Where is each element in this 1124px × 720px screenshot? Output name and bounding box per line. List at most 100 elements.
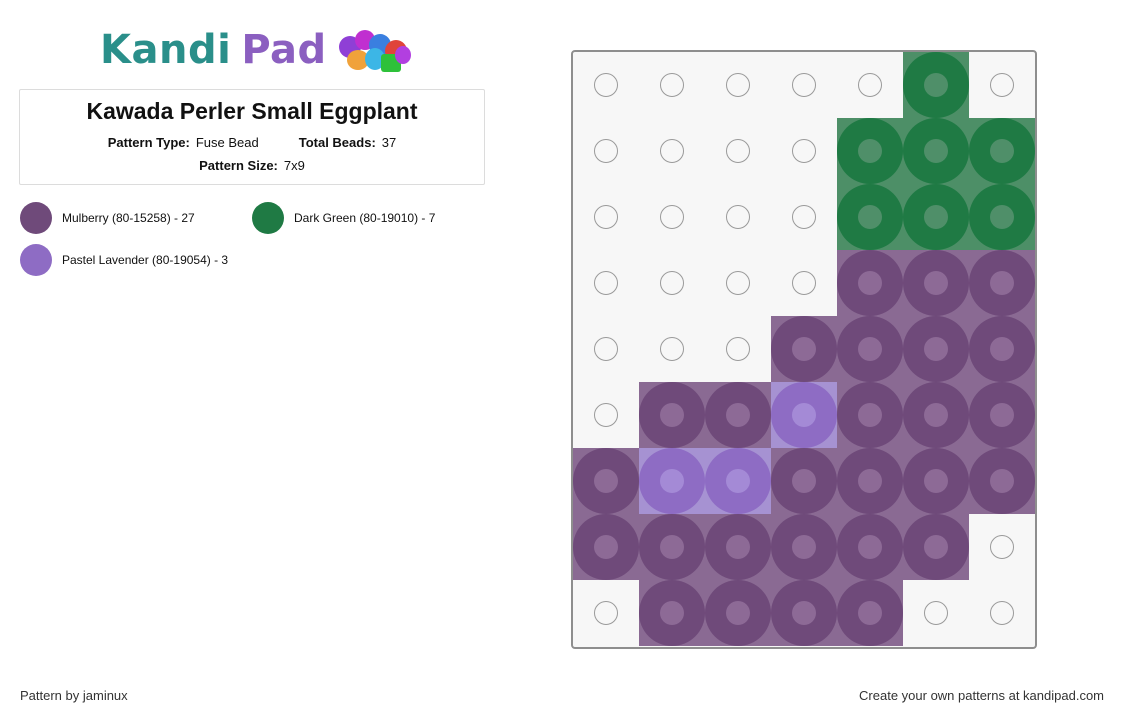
empty-peg [837, 52, 903, 118]
empty-peg [705, 52, 771, 118]
empty-peg [573, 52, 639, 118]
bead-hole [792, 403, 816, 427]
bead-hole [858, 337, 882, 361]
bead-cell [837, 316, 903, 382]
bead-hole [858, 601, 882, 625]
bead-icon [837, 316, 903, 382]
bead-hole [792, 535, 816, 559]
bead-icon [837, 382, 903, 448]
bead-cell [705, 448, 771, 514]
bead-icon [771, 580, 837, 646]
empty-peg [969, 52, 1035, 118]
bead-hole [594, 535, 618, 559]
bead-hole [858, 535, 882, 559]
pattern-meta-row: Pattern Type: Fuse Bead Total Beads: 37 [20, 135, 484, 150]
empty-peg [573, 118, 639, 184]
logo-text-kandi: Kandi [100, 27, 232, 73]
peg-icon [594, 139, 618, 163]
bead-icon [903, 514, 969, 580]
bead-cell [969, 448, 1035, 514]
kandipad-link[interactable]: Create your own patterns at kandipad.com [859, 688, 1104, 703]
bead-hole [660, 535, 684, 559]
bead-cell [771, 448, 837, 514]
bead-hole [990, 205, 1014, 229]
bead-hole [990, 271, 1014, 295]
bead-icon [771, 514, 837, 580]
peg-icon [594, 73, 618, 97]
pattern-type-value: Fuse Bead [195, 135, 259, 150]
bead-cell [639, 580, 705, 646]
bead-icon [837, 250, 903, 316]
bead-hole [726, 601, 750, 625]
bead-cell [969, 316, 1035, 382]
empty-peg [573, 382, 639, 448]
bead-hole [924, 337, 948, 361]
bead-icon [639, 382, 705, 448]
bead-pile-icon [335, 26, 413, 74]
peg-icon [792, 73, 816, 97]
bead-hole [660, 469, 684, 493]
peg-icon [726, 139, 750, 163]
bead-hole [858, 403, 882, 427]
bead-cell [705, 382, 771, 448]
bead-cell [705, 514, 771, 580]
bead-pattern-board [571, 50, 1037, 649]
kandipad-logo[interactable]: Kandi Pad [100, 26, 413, 74]
bead-icon [771, 316, 837, 382]
peg-icon [594, 271, 618, 295]
empty-peg [969, 580, 1035, 646]
pattern-size-label: Pattern Size: [199, 158, 278, 173]
bead-icon [969, 250, 1035, 316]
bead-icon [903, 52, 969, 118]
peg-icon [924, 601, 948, 625]
bead-icon [969, 118, 1035, 184]
color-swatch [20, 244, 52, 276]
pattern-title: Kawada Perler Small Eggplant [86, 98, 418, 124]
bead-hole [660, 601, 684, 625]
empty-peg [639, 316, 705, 382]
bead-hole [990, 337, 1014, 361]
bead-icon [837, 514, 903, 580]
empty-peg [771, 184, 837, 250]
peg-icon [792, 139, 816, 163]
legend-label: Dark Green (80-19010) - 7 [294, 211, 436, 225]
pattern-info-card: Kawada Perler Small Eggplant Pattern Typ… [19, 89, 485, 185]
total-beads-value: 37 [381, 135, 397, 150]
peg-icon [660, 337, 684, 361]
bead-cell [969, 250, 1035, 316]
bead-cell [573, 514, 639, 580]
empty-peg [573, 316, 639, 382]
bead-icon [903, 382, 969, 448]
color-swatch [20, 202, 52, 234]
bead-icon [903, 118, 969, 184]
legend-item-pastel-lavender: Pastel Lavender (80-19054) - 3 [20, 244, 228, 276]
peg-icon [660, 205, 684, 229]
bead-icon [837, 448, 903, 514]
peg-icon [726, 205, 750, 229]
bead-cell [969, 118, 1035, 184]
bead-icon [639, 514, 705, 580]
empty-peg [771, 52, 837, 118]
bead-hole [726, 403, 750, 427]
bead-hole [858, 139, 882, 163]
bead-cell [903, 316, 969, 382]
bead-cell [903, 382, 969, 448]
bead-icon [969, 448, 1035, 514]
bead-hole [924, 271, 948, 295]
empty-peg [573, 184, 639, 250]
bead-hole [990, 139, 1014, 163]
bead-hole [726, 469, 750, 493]
bead-hole [924, 73, 948, 97]
bead-cell [837, 184, 903, 250]
bead-hole [924, 403, 948, 427]
peg-icon [660, 139, 684, 163]
bead-cell [903, 250, 969, 316]
bead-hole [726, 535, 750, 559]
bead-hole [924, 469, 948, 493]
bead-cell [573, 448, 639, 514]
peg-icon [660, 73, 684, 97]
empty-peg [771, 118, 837, 184]
bead-cell [903, 52, 969, 118]
bead-cell [639, 382, 705, 448]
peg-icon [990, 601, 1014, 625]
